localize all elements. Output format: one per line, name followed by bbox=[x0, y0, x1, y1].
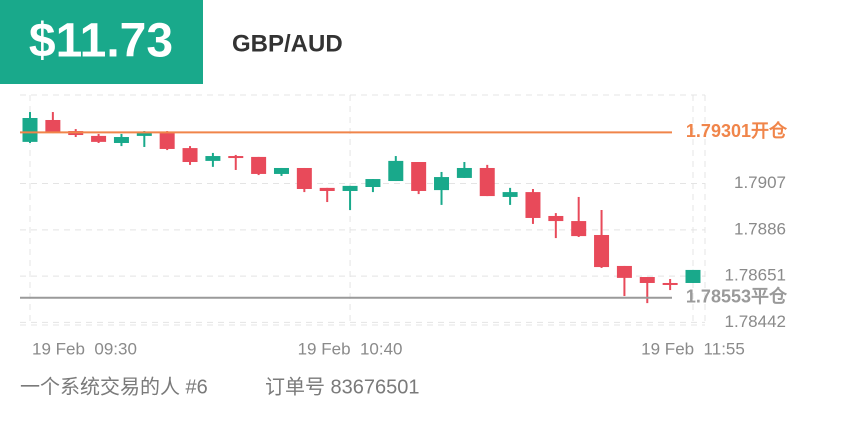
candle-body bbox=[571, 221, 587, 237]
y-tick-label: 1.78651 bbox=[725, 266, 786, 285]
price-badge bbox=[0, 0, 203, 84]
x-tick-label: 19 Feb 09:30 bbox=[32, 339, 137, 358]
candle-body bbox=[159, 133, 175, 149]
y-tick-label: 1.78442 bbox=[725, 312, 786, 331]
candle-body bbox=[548, 215, 564, 222]
pair: GBP/AUD bbox=[232, 30, 343, 57]
candle-body bbox=[182, 148, 198, 163]
candle-body bbox=[91, 135, 107, 142]
candle-body bbox=[113, 137, 129, 143]
candle-body bbox=[273, 167, 289, 174]
candle-body bbox=[22, 118, 38, 142]
reference-label: 1.78553平仓 bbox=[686, 286, 788, 307]
reference-label: 1.79301开仓 bbox=[686, 120, 788, 141]
strategy: 一个系统交易的人 #6 bbox=[20, 375, 208, 398]
y-tick-label: 1.7907 bbox=[734, 173, 786, 192]
candle-body bbox=[296, 167, 312, 189]
candle-body bbox=[411, 162, 427, 191]
candle-body bbox=[525, 192, 541, 218]
candle-body bbox=[685, 269, 701, 283]
candle-body bbox=[228, 156, 244, 159]
y-tick-label: 1.7886 bbox=[734, 219, 786, 238]
candle-body bbox=[45, 119, 61, 134]
x-tick-label: 19 Feb 10:40 bbox=[298, 339, 403, 358]
candle-body bbox=[502, 192, 518, 197]
plot: 1.7907 1.7886 1.78651 1.78442 19 Feb 09:30 19… bbox=[20, 95, 788, 358]
x-tick-label: 19 Feb 11:55 bbox=[641, 339, 745, 358]
candle-body bbox=[251, 156, 267, 174]
price: $11.73 bbox=[29, 15, 173, 68]
candle-body bbox=[365, 179, 381, 187]
candle-body bbox=[434, 177, 450, 191]
candle-body bbox=[639, 277, 655, 283]
candle-body bbox=[205, 156, 221, 161]
candle-body bbox=[479, 167, 495, 197]
candle-body bbox=[456, 167, 472, 178]
candle-body bbox=[136, 133, 152, 136]
candle-body bbox=[319, 187, 335, 191]
candle-body bbox=[342, 185, 358, 191]
candle-body bbox=[662, 282, 678, 285]
candle-body bbox=[594, 234, 610, 268]
order-number: 订单号 83676501 bbox=[265, 375, 420, 398]
candle-body bbox=[616, 265, 632, 278]
candle-body bbox=[388, 160, 404, 182]
